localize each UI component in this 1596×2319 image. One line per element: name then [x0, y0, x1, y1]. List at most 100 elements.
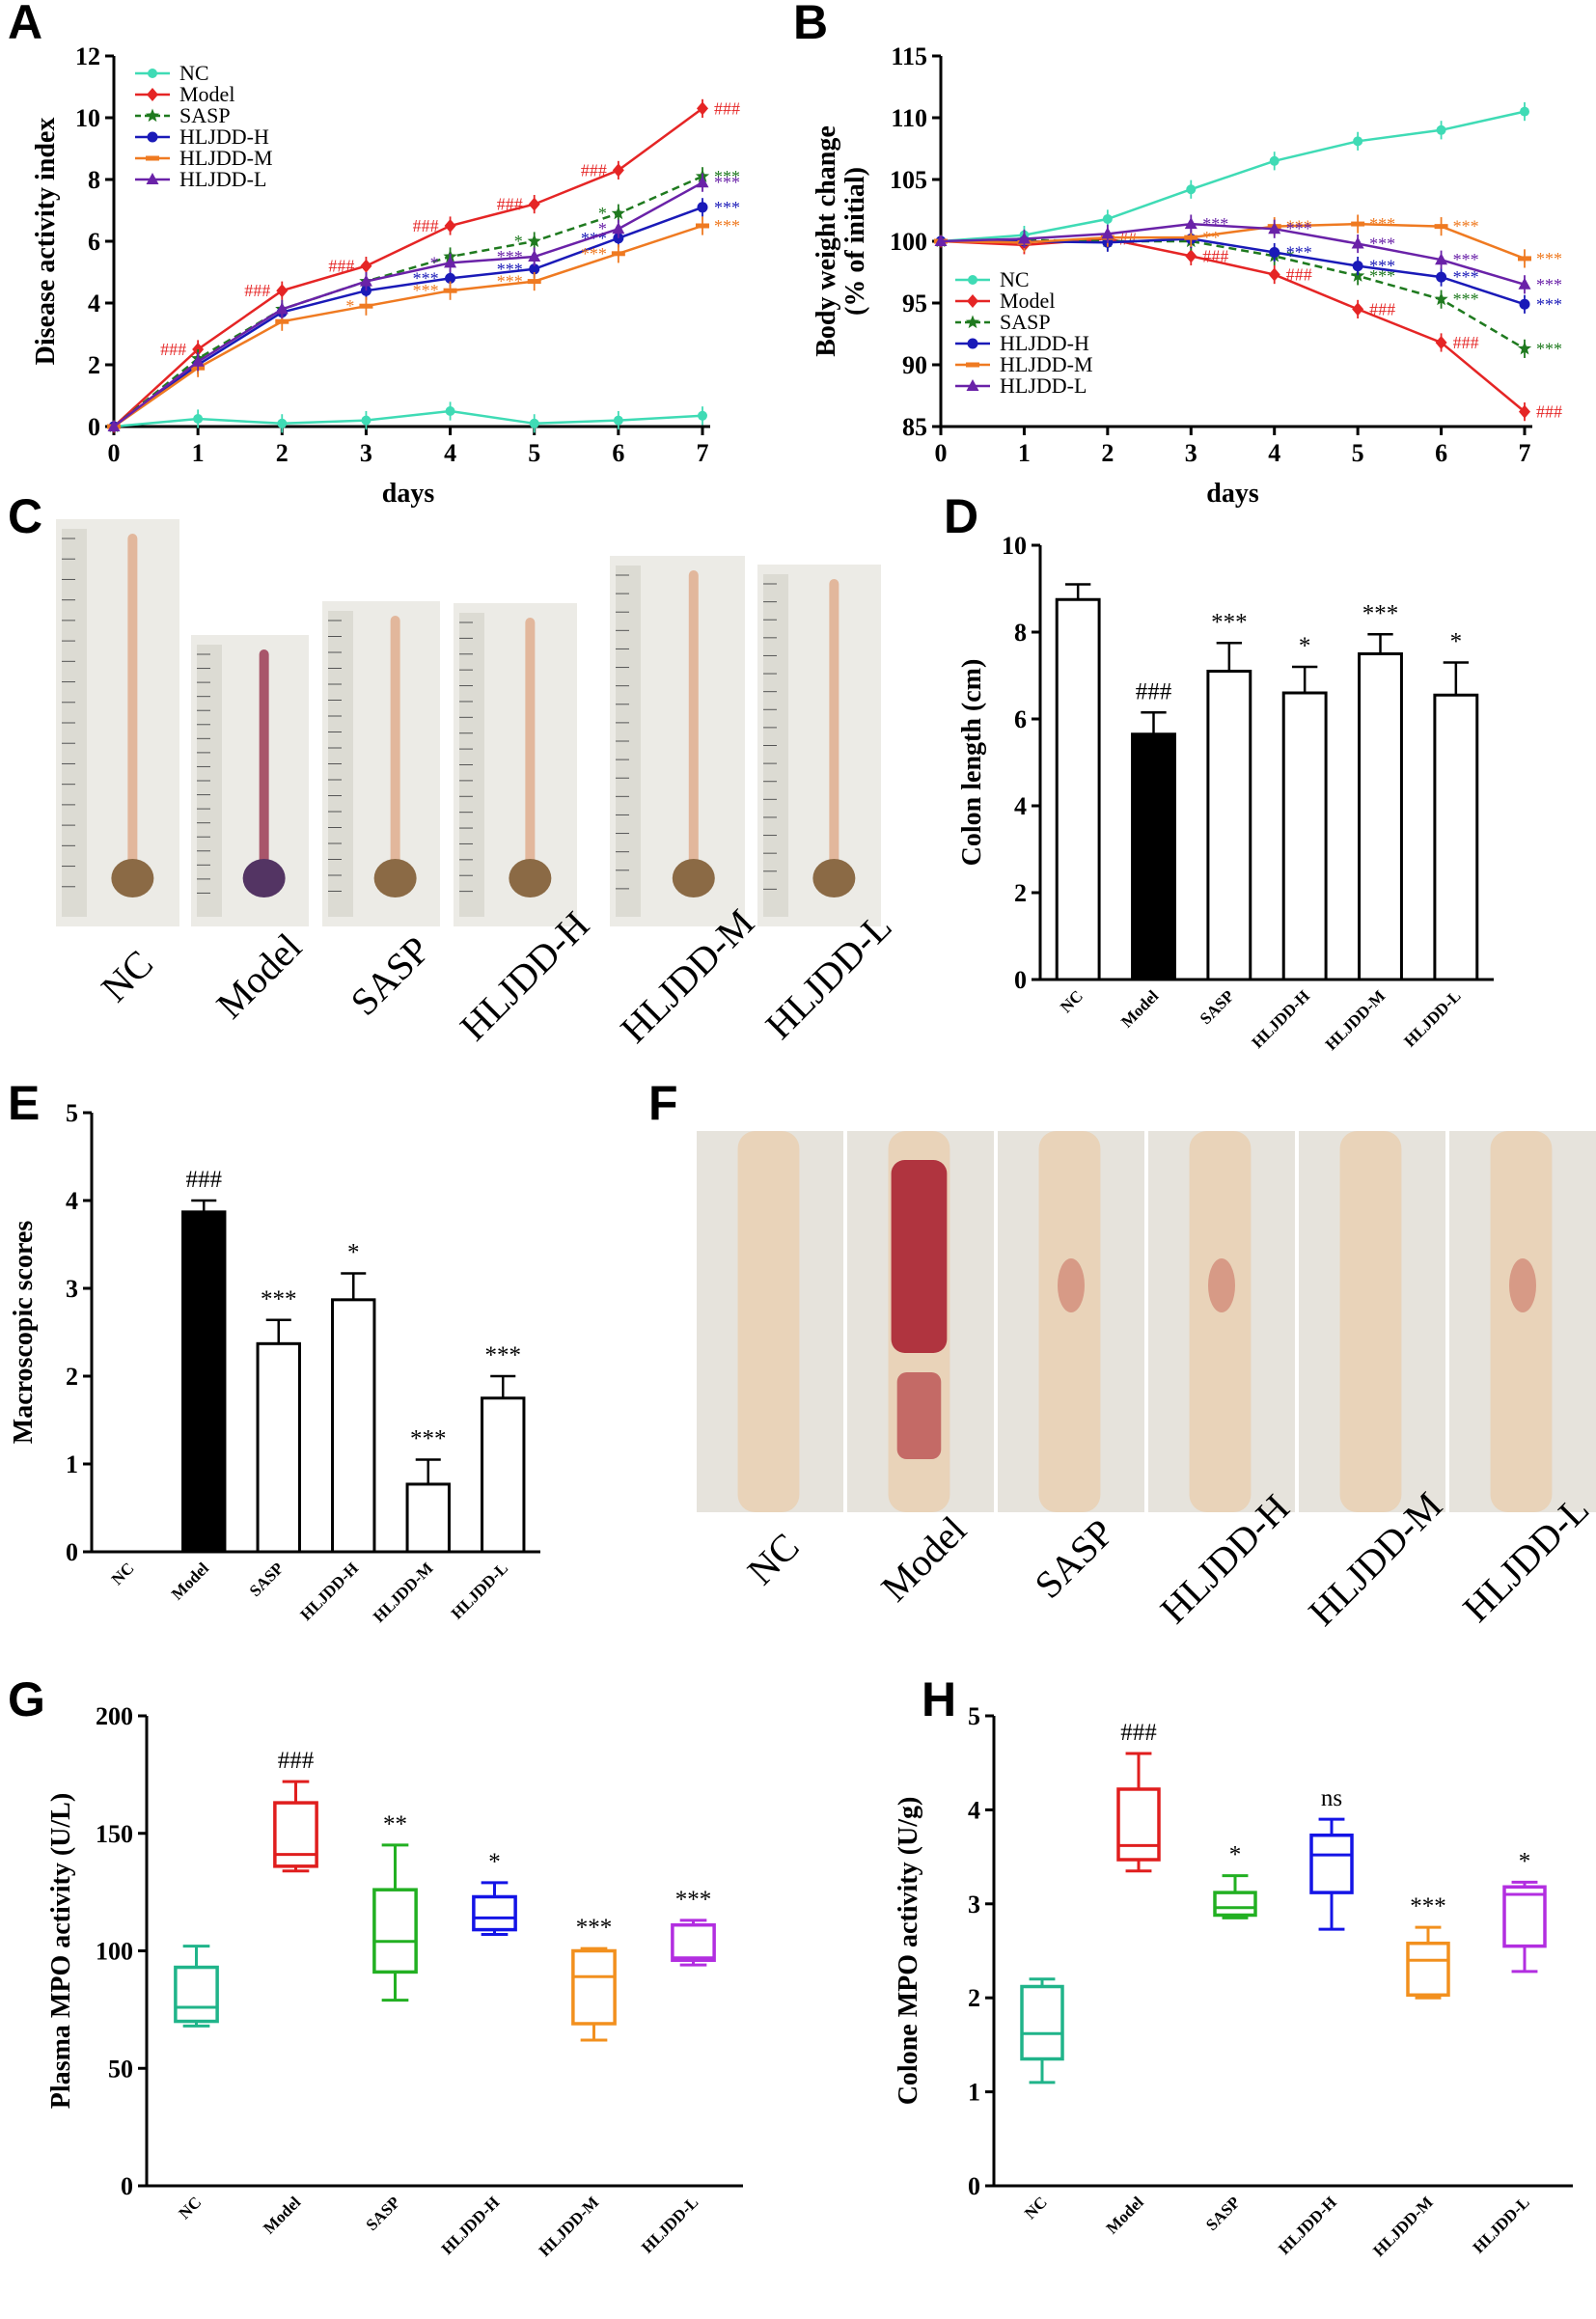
category-label: HLJDD-L: [448, 1559, 511, 1622]
significance-label: ***: [497, 247, 523, 266]
data-point: [696, 223, 709, 229]
category-label: NC: [176, 2193, 206, 2222]
line-chart-b: 0 1 2 3 4 5 6 7 85 90 95 100 105 110 115 days Body weigh…: [812, 42, 1562, 509]
box-sasp: [372, 1843, 418, 2002]
significance-label: ***: [576, 1915, 613, 1941]
x-tick-label: 3: [1185, 439, 1197, 467]
legend-label: Model: [1000, 289, 1055, 313]
y-tick-label: 4: [66, 1187, 78, 1215]
bar-hljdd-m: [405, 1482, 451, 1554]
box-chart-h: 0 1 2 3 4 5 Colone MPO activity (U/g) NC ### Mode…: [894, 1702, 1573, 2260]
y-tick-label: 12: [75, 42, 100, 70]
significance-label: ###: [244, 281, 270, 300]
series-line: [113, 224, 703, 428]
y-tick-label: 10: [75, 104, 100, 132]
box-body: [1213, 1891, 1257, 1918]
category-label: HLJDD-M: [1369, 2193, 1437, 2260]
data-point: [1518, 277, 1531, 290]
colon-tissue: [525, 618, 536, 864]
data-point: [529, 418, 539, 428]
photo-label-c: Model: [207, 925, 310, 1027]
bar-sasp: [1206, 670, 1252, 981]
y-tick-label: 200: [96, 1702, 133, 1730]
series-hljdd-l: *** ************: [934, 214, 1562, 294]
legend-marker: [966, 379, 979, 391]
x-tick-label: 1: [192, 439, 205, 467]
significance-label: *: [488, 1849, 501, 1875]
panel-letter-b: B: [793, 0, 828, 49]
box-hljdd-l: [1502, 1880, 1547, 1974]
box-hljdd-h: [1309, 1817, 1354, 1931]
significance-label: ###: [1453, 333, 1479, 352]
y-tick-label: 4: [1014, 792, 1027, 820]
legend-marker: [147, 88, 158, 101]
data-point: [528, 250, 541, 262]
data-point: [1352, 302, 1364, 317]
data-point: [193, 414, 204, 424]
category-label: SASP: [362, 2193, 403, 2234]
y-tick-label: 3: [66, 1275, 78, 1303]
colon-photo-c-hljdd-l: [757, 565, 881, 926]
bar-chart-e: 0 1 2 3 4 5 Macroscopic scores NC ### Model *** SAS…: [9, 1099, 540, 1626]
significance-label: ###: [328, 257, 354, 276]
data-point: [934, 235, 948, 246]
data-point: [359, 303, 373, 309]
colon-photo-c-model: [191, 635, 309, 926]
legend-marker: [146, 173, 159, 184]
box-body: [1406, 1941, 1450, 1998]
significance-label: ***: [1536, 339, 1562, 358]
colon-photo-f-hljdd-l: [1449, 1131, 1596, 1512]
box-hljdd-m: [571, 1946, 617, 2042]
box-hljdd-m: [1406, 1925, 1450, 2000]
data-point: [1351, 221, 1365, 227]
y-tick-label: 110: [891, 104, 927, 132]
cecum: [812, 859, 856, 897]
data-point: [444, 256, 457, 268]
series-line: [940, 110, 1526, 243]
data-point: [1520, 106, 1529, 117]
box-model: [273, 1780, 318, 1873]
series-hljdd-m: **** *********: [107, 216, 740, 429]
significance-label: ***: [1286, 219, 1312, 238]
data-point: [1102, 213, 1113, 224]
colon-photo-f-hljdd-h: [1148, 1131, 1295, 1512]
y-tick-label: 50: [108, 2055, 133, 2083]
data-point: [1185, 249, 1197, 263]
y-tick-label: 100: [96, 1938, 133, 1966]
y-tick-label: 85: [902, 413, 927, 441]
photo-label-c: SASP: [343, 927, 438, 1023]
category-label: Model: [1117, 986, 1162, 1031]
y-tick-label: 100: [890, 228, 927, 256]
y-tick-label: 0: [1014, 966, 1027, 994]
legend-label: HLJDD-H: [179, 124, 269, 149]
data-point: [1517, 341, 1532, 355]
colon-tissue: [1339, 1131, 1402, 1512]
series-line: [113, 181, 703, 428]
panel-letter-e: E: [8, 1076, 40, 1130]
data-point: [1436, 271, 1447, 283]
bar-model: [1131, 732, 1176, 981]
colon-tissue: [1490, 1131, 1553, 1512]
data-point: [1352, 261, 1363, 272]
cecum: [672, 859, 715, 897]
significance-label: ***: [261, 1286, 297, 1312]
category-label: NC: [1021, 2193, 1051, 2222]
significance-label: **: [1202, 228, 1220, 247]
colon-photo-f-hljdd-m: [1299, 1131, 1445, 1512]
category-label: HLJDD-M: [370, 1559, 437, 1626]
data-point: [1269, 247, 1280, 259]
series-nc: [936, 102, 1529, 246]
y-tick-label: 105: [890, 166, 927, 194]
box-chart-g: 0 50 100 150 200 Plasma MPO activity (U/L) NC #…: [46, 1702, 743, 2260]
y-tick-label: 2: [1014, 879, 1027, 907]
data-point: [613, 415, 623, 426]
significance-label: *: [345, 296, 354, 316]
y-tick-label: 2: [66, 1363, 78, 1391]
bar-model: [181, 1210, 227, 1554]
y-tick-label: 95: [902, 290, 927, 317]
legend-label: HLJDD-M: [1000, 352, 1093, 376]
legend-label: NC: [179, 61, 209, 85]
series-model: #################: [935, 229, 1562, 422]
significance-label: *: [598, 219, 607, 238]
